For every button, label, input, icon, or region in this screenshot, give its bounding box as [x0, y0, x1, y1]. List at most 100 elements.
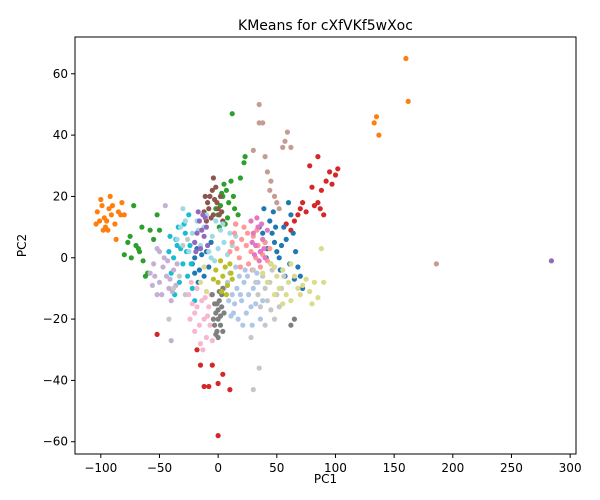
data-point-red-13 [321, 212, 327, 218]
data-point-red-26 [220, 371, 226, 377]
data-point-salmon-6 [241, 224, 247, 230]
data-point-rosybrown-0 [256, 101, 262, 108]
data-point-salmon-9 [248, 249, 254, 255]
data-point-lightcyan-9 [209, 233, 215, 239]
data-point-cyan-8 [185, 273, 191, 279]
data-point-orange-24 [405, 98, 411, 104]
data-point-khaki-11 [285, 279, 292, 285]
data-point-purple-outlier-0 [548, 258, 555, 264]
data-point-salmon-1 [229, 239, 235, 245]
data-point-lightcyan-10 [213, 218, 219, 224]
x-tick-label: 150 [383, 461, 406, 475]
data-point-rosybrown-14 [250, 147, 256, 153]
data-point-olive-6 [227, 261, 233, 267]
data-point-khaki-7 [274, 273, 280, 279]
data-point-purple-3 [197, 246, 204, 252]
data-point-purple-1 [194, 230, 200, 236]
data-point-lightpink-1 [189, 301, 195, 307]
data-point-rosybrown-9 [282, 138, 288, 144]
data-point-darkblue-20 [278, 242, 285, 249]
data-point-khaki-14 [295, 285, 301, 291]
data-point-purple-7 [205, 242, 211, 249]
data-point-darkblue-5 [201, 273, 207, 279]
data-point-gray-8 [210, 316, 216, 322]
data-point-green-9 [147, 227, 153, 233]
data-point-green-22 [228, 178, 234, 184]
data-point-lightblue-22 [249, 322, 255, 328]
data-point-khaki-16 [300, 282, 306, 288]
data-point-darkblue-21 [281, 224, 287, 230]
data-point-red-28 [215, 433, 221, 439]
data-point-darkblue-26 [293, 249, 299, 255]
data-point-green-19 [221, 181, 227, 187]
data-point-cyan-9 [187, 242, 193, 249]
data-point-salmon-3 [234, 246, 240, 252]
data-point-pink-4 [257, 249, 263, 255]
data-point-lightpink-18 [205, 313, 211, 319]
data-point-salmon-7 [243, 242, 249, 249]
data-point-salmon-17 [267, 246, 273, 252]
data-point-khaki-20 [311, 279, 317, 285]
data-point-green-21 [226, 200, 232, 206]
data-point-green-11 [154, 212, 160, 218]
data-point-khaki-19 [309, 301, 315, 307]
data-point-lightblue-17 [226, 298, 232, 304]
data-point-olive-7 [229, 276, 235, 282]
data-point-olive-0 [213, 267, 219, 273]
data-point-lightpink-13 [202, 295, 208, 301]
data-point-lightpink-3 [194, 285, 200, 291]
y-tick-label: −60 [43, 435, 68, 449]
data-point-khaki-26 [271, 264, 278, 270]
data-point-red-5 [300, 200, 306, 206]
data-point-lavender-18 [162, 203, 168, 209]
data-point-lightpink-2 [192, 310, 198, 316]
data-point-lightblue-19 [235, 316, 241, 322]
data-point-red-9 [311, 203, 317, 209]
data-point-lightblue-10 [246, 292, 252, 298]
data-point-lightpink-4 [196, 322, 202, 328]
data-point-lightcyan-12 [217, 227, 224, 233]
data-point-silver-1 [171, 285, 177, 291]
data-point-khaki-25 [280, 301, 286, 307]
y-tick-label: 40 [53, 128, 68, 142]
data-point-salmon-4 [236, 255, 242, 261]
data-point-red-19 [315, 154, 321, 160]
data-point-gray-13 [212, 322, 218, 328]
data-point-silver-0 [166, 316, 172, 322]
data-point-lightcyan-15 [227, 230, 233, 236]
data-point-lightpink-7 [203, 334, 209, 341]
data-point-darkblue-22 [283, 236, 289, 242]
data-point-red-25 [215, 380, 221, 387]
data-point-red-4 [297, 206, 303, 212]
data-point-green-29 [229, 111, 235, 117]
data-point-darkblue-25 [290, 230, 296, 236]
data-point-red-14 [323, 178, 329, 184]
data-point-khaki-3 [260, 270, 266, 276]
data-point-silver-17 [276, 304, 282, 310]
data-point-brown-4 [210, 175, 216, 181]
data-point-brown-7 [215, 206, 221, 212]
data-point-darkblue-16 [269, 230, 275, 236]
data-point-red-20 [154, 331, 160, 337]
data-point-khaki-9 [280, 267, 286, 273]
data-point-gray-15 [213, 331, 219, 337]
data-point-lavender-17 [174, 261, 180, 267]
data-point-lightpink-17 [200, 347, 206, 353]
data-point-darkblue-3 [196, 267, 202, 273]
data-point-red-6 [303, 209, 309, 215]
data-point-lightcyan-18 [180, 206, 186, 212]
data-point-silver-20 [248, 334, 254, 341]
data-point-lavender-4 [159, 292, 165, 298]
data-point-red-23 [201, 383, 207, 390]
data-point-pink-3 [255, 224, 261, 230]
data-point-purple-5 [201, 233, 207, 239]
data-point-lavender-7 [166, 285, 172, 291]
data-point-silver-2 [176, 273, 182, 279]
data-point-green-10 [151, 236, 157, 242]
data-point-lavender-19 [168, 338, 174, 344]
data-point-purple-2 [196, 218, 202, 224]
data-point-silver-19 [281, 273, 287, 279]
data-point-purple-10 [202, 215, 208, 221]
data-point-lightblue-9 [243, 310, 249, 316]
chart-title: KMeans for cXfVKf5wXoc [238, 18, 413, 34]
